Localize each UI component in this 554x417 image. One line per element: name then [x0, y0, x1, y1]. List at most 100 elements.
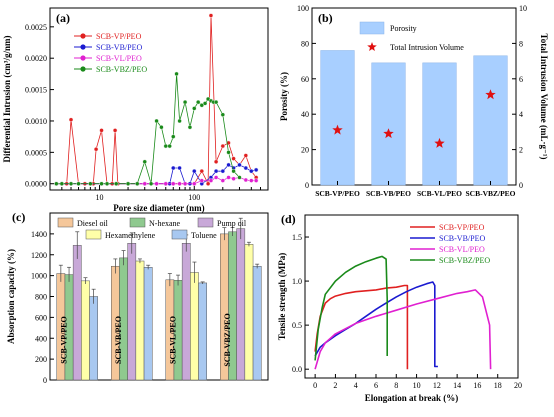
- y2-axis-label: Total Intrusion Volume (mL·g⁻¹): [539, 34, 549, 160]
- x-tick-label: 18: [494, 381, 502, 390]
- series-line: [314, 289, 492, 370]
- legend-label: SCB-VB/PEO: [96, 43, 142, 52]
- y-tick-label: 1400: [31, 230, 47, 239]
- data-point: [171, 181, 176, 186]
- data-point: [192, 181, 197, 186]
- y-tick-label: 0: [305, 181, 309, 190]
- y-tick-label: 0.0015: [25, 86, 47, 95]
- y-tick-label: 0.0: [292, 365, 302, 374]
- y2-tick-label: 2: [519, 146, 523, 155]
- data-point: [253, 167, 259, 173]
- data-point: [243, 177, 249, 183]
- data-point: [231, 156, 236, 161]
- data-point: [213, 99, 219, 105]
- intrusion-volume-marker: [485, 89, 496, 100]
- legend-label: Toluene: [191, 231, 217, 240]
- y-tick-label: 800: [35, 293, 47, 302]
- y-tick-label: 0.5: [292, 321, 302, 330]
- panel-a: 10 100 0.0000 0.0005 0.0010 0.0015 0.0020 0.002…: [2, 7, 269, 213]
- data-point: [213, 175, 219, 180]
- series-line: [56, 15, 257, 185]
- x-tick-label: SCB-VP/PEO: [315, 189, 360, 198]
- legend-marker: [80, 44, 86, 50]
- legend-marker: [80, 66, 86, 72]
- data-point: [163, 181, 168, 186]
- data-point: [213, 159, 219, 164]
- y-tick-label: 600: [35, 313, 47, 322]
- data-point: [76, 181, 81, 186]
- y-tick-label: 60: [301, 75, 309, 84]
- series-line: [56, 73, 240, 185]
- absorption-bar: [127, 243, 137, 381]
- y2-tick-label: 4: [519, 110, 523, 119]
- legend-label: Diesel oil: [77, 219, 109, 228]
- y-tick-label: 100: [297, 4, 309, 13]
- y-tick-label: 20: [301, 146, 309, 155]
- panel-label: (d): [281, 212, 296, 226]
- legend-swatch: [359, 21, 385, 35]
- porosity-bar: [422, 62, 457, 186]
- absorption-bar: [181, 243, 191, 381]
- legend-marker: [80, 33, 86, 39]
- data-point: [208, 178, 214, 183]
- data-point: [99, 128, 104, 133]
- porosity-bar: [371, 62, 406, 186]
- legend-swatch: [197, 217, 214, 228]
- y-tick-label: 0.0000: [25, 180, 47, 189]
- absorption-bar: [72, 245, 82, 381]
- data-point: [182, 181, 188, 186]
- legend-label: SCB-VP/PEO: [96, 32, 142, 41]
- y-tick-label: 200: [35, 355, 47, 364]
- data-point: [199, 178, 204, 183]
- category-label: SCB-VL/PEO: [168, 316, 177, 364]
- x-tick-label: 8: [394, 381, 398, 390]
- x-tick-label: 12: [433, 381, 441, 390]
- data-point: [99, 181, 104, 186]
- legend-label: SCB-VL/PEO: [439, 245, 485, 254]
- data-point: [213, 168, 219, 174]
- data-point: [142, 159, 147, 164]
- y-axis-label: Porosity (%): [279, 72, 289, 121]
- data-point: [88, 181, 93, 186]
- data-point: [167, 143, 172, 149]
- data-point: [243, 153, 249, 158]
- panel-d: 0 2 4 6 8 10 12 14 16 18 20 0.0 0.5 1.0 1.5 Elongation …: [277, 212, 522, 403]
- y2-tick-label: 8: [519, 39, 523, 48]
- category-label: SCB-VP/PEO: [59, 316, 68, 364]
- plot-frame: [49, 7, 269, 191]
- legend-label: Hexamethylene: [105, 231, 156, 240]
- x-tick-label: 0: [313, 381, 317, 390]
- x-tick-label: SCB-VB/PEO: [366, 189, 411, 198]
- absorption-bar: [135, 260, 145, 381]
- data-point: [205, 181, 211, 186]
- data-point: [125, 181, 131, 186]
- y2-tick-label: 6: [519, 75, 523, 84]
- series-line: [314, 281, 438, 368]
- legend-label: SCB-VP/PEO: [439, 223, 485, 232]
- absorption-bar: [190, 272, 199, 381]
- data-point: [237, 162, 242, 168]
- data-point: [199, 103, 204, 108]
- data-point: [177, 118, 182, 124]
- legend-label: SCB-VBZ/PEO: [439, 256, 490, 265]
- x-tick-label: 2: [333, 381, 337, 390]
- legend-marker: [367, 42, 377, 51]
- y-tick-label: 1200: [31, 251, 47, 260]
- absorption-bar: [81, 280, 90, 381]
- y-tick-label: 0.0010: [25, 117, 47, 126]
- data-point: [226, 162, 231, 168]
- data-point: [220, 168, 225, 174]
- data-point: [231, 176, 236, 181]
- data-point: [68, 181, 74, 186]
- data-point: [243, 165, 249, 171]
- legend-swatch: [129, 217, 146, 228]
- absorption-bar: [252, 265, 262, 381]
- legend-label: Total Intrusion Volume: [390, 43, 464, 52]
- y-axis-label: Tensile strength (MPa): [277, 253, 287, 341]
- intrusion-volume-marker: [434, 137, 445, 148]
- y-axis-label: Differential Intrusion (cm³/g/nm): [2, 35, 12, 162]
- panel-c: SCB-VP/PEO SCB-VB/PEO SCB-VL/PEO SCB-VBZ/PE…: [6, 210, 269, 385]
- absorption-bar: [198, 282, 208, 381]
- panel-b: SCB-VP/PEO SCB-VB/PEO SCB-VL/PEO SCB-VBZ/PE…: [279, 4, 549, 198]
- series-line: [314, 255, 389, 361]
